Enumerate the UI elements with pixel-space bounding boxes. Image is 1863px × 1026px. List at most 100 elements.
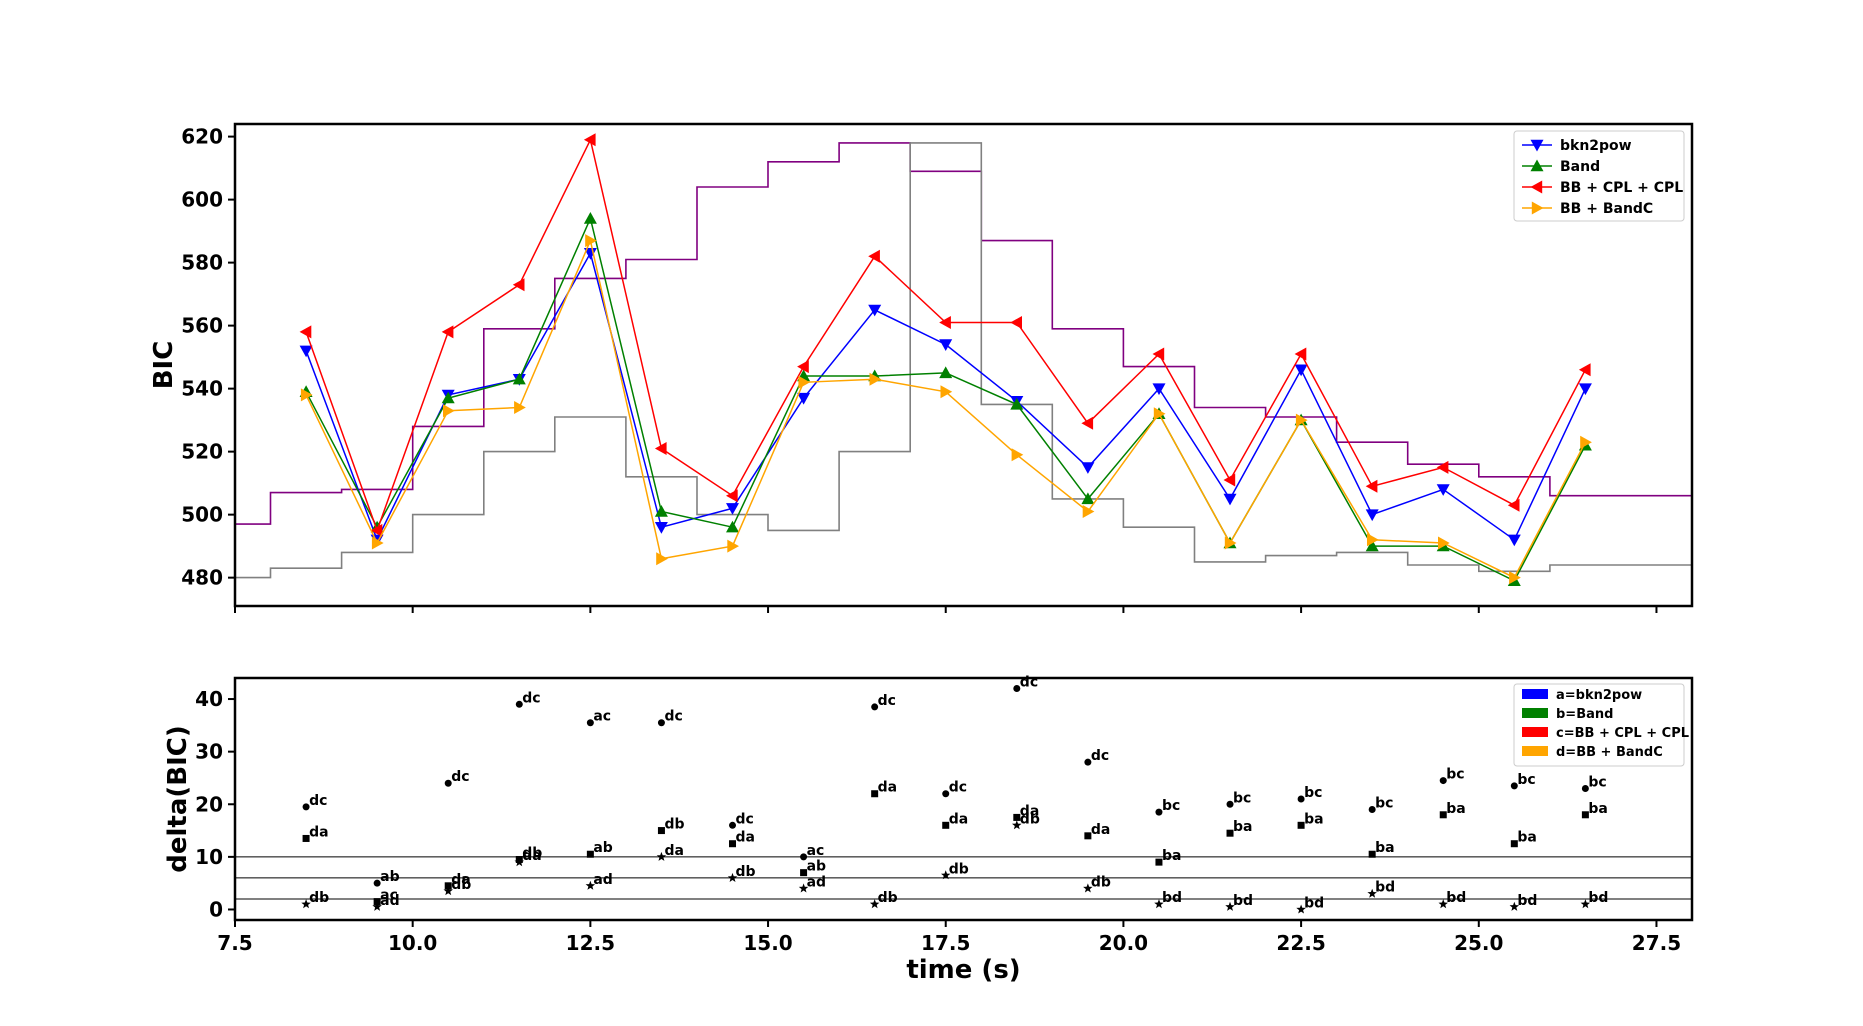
series-2-point bbox=[1010, 316, 1022, 329]
delta-point-label: da bbox=[949, 811, 968, 827]
delta-point-square bbox=[1368, 850, 1376, 858]
delta-point-label: bd bbox=[1588, 890, 1608, 906]
x-tick-label: 7.5 bbox=[217, 931, 252, 955]
legend-label: a=bkn2pow bbox=[1556, 688, 1642, 703]
delta-point-star bbox=[585, 880, 596, 890]
delta-point-label: ac bbox=[380, 888, 398, 904]
series-line-2 bbox=[305, 137, 1587, 533]
delta-point-label: da bbox=[309, 824, 328, 840]
delta-point-square bbox=[1510, 840, 1518, 848]
series-3-point bbox=[940, 385, 953, 399]
delta-point-star bbox=[514, 857, 524, 867]
x-tick-label: 22.5 bbox=[1276, 931, 1325, 955]
delta-point-star bbox=[1580, 899, 1591, 909]
delta-point-star bbox=[656, 851, 667, 861]
series-3-point bbox=[727, 539, 739, 553]
delta-point-label: dc bbox=[664, 709, 682, 725]
y-tick-label: 600 bbox=[181, 188, 223, 212]
delta-point-label: bc bbox=[1375, 796, 1393, 812]
delta-point-star bbox=[1367, 888, 1377, 898]
x-axis-title: time (s) bbox=[906, 955, 1020, 985]
y-tick-label: 0 bbox=[209, 897, 223, 921]
y-tick-label: 580 bbox=[181, 251, 223, 275]
legend-marker bbox=[1530, 180, 1543, 194]
legend-swatch bbox=[1522, 689, 1548, 699]
series-0-point bbox=[654, 522, 668, 534]
delta-point-circle bbox=[871, 703, 879, 711]
series-3-point bbox=[1438, 536, 1450, 550]
series-3-point bbox=[798, 375, 811, 389]
series-0-point bbox=[583, 248, 597, 260]
delta-point-square bbox=[373, 898, 381, 906]
y-tick-label: 620 bbox=[181, 125, 223, 149]
delta-point-label: dc bbox=[878, 693, 896, 709]
series-3-point bbox=[585, 234, 597, 248]
series-2-point bbox=[512, 278, 525, 292]
delta-point-star bbox=[1509, 901, 1520, 911]
delta-point-label: dc bbox=[949, 780, 967, 796]
y-tick-label: 540 bbox=[181, 377, 223, 401]
x-tick-label: 20.0 bbox=[1099, 931, 1148, 955]
x-tick-label: 17.5 bbox=[921, 931, 970, 955]
delta-point-circle bbox=[586, 719, 594, 727]
delta-point-label: ab bbox=[593, 840, 612, 856]
bic-panel: 480 500 520 540 560 580 600 620 BIC bkn2pow Band BB… bbox=[149, 122, 1694, 613]
delta-point-label: bc bbox=[1446, 767, 1464, 783]
delta-point-square bbox=[800, 869, 808, 877]
delta-point-square bbox=[729, 840, 737, 848]
delta-point-label: bd bbox=[1446, 890, 1466, 906]
series-2-point bbox=[299, 325, 312, 339]
legend-label: c=BB + CPL + CPL bbox=[1556, 726, 1689, 741]
series-2-point bbox=[1223, 473, 1236, 487]
legend-label: BB + CPL + CPL bbox=[1560, 180, 1683, 196]
delta-point-square bbox=[1226, 829, 1234, 837]
legend-marker bbox=[1530, 159, 1544, 172]
delta-point-label: db bbox=[309, 890, 329, 906]
series-3-point bbox=[1295, 413, 1308, 427]
series-0-point bbox=[726, 503, 739, 515]
y-tick-label: 10 bbox=[195, 845, 223, 869]
delta-point-star bbox=[1083, 883, 1093, 893]
delta-point-circle bbox=[444, 779, 452, 787]
delta-point-star bbox=[443, 886, 453, 896]
delta-point-label: bd bbox=[1162, 890, 1182, 906]
series-0-point bbox=[1365, 509, 1379, 522]
delta-point-label: ad bbox=[807, 874, 826, 890]
series-3-point bbox=[1224, 536, 1237, 550]
series-0-point bbox=[797, 392, 811, 405]
delta-point-circle bbox=[1084, 758, 1092, 766]
delta-point-star bbox=[1225, 901, 1235, 911]
step-line-1 bbox=[235, 142, 1693, 579]
delta-point-label: bc bbox=[1162, 798, 1180, 814]
delta-point-star bbox=[1438, 899, 1448, 909]
y-tick-label: 520 bbox=[181, 440, 223, 464]
series-1-point bbox=[512, 372, 526, 385]
delta-point-square bbox=[1084, 832, 1092, 840]
delta-point-star bbox=[1154, 899, 1164, 909]
series-3-point bbox=[656, 552, 668, 566]
delta-point-label: ab bbox=[380, 869, 399, 885]
delta-point-label: db bbox=[664, 817, 684, 833]
delta-point-label: ba bbox=[1446, 801, 1465, 817]
delta-point-circle bbox=[729, 821, 737, 829]
series-2-point bbox=[1152, 347, 1165, 361]
series-2-point bbox=[583, 133, 596, 147]
series-3-point bbox=[1509, 571, 1521, 585]
delta-point-circle bbox=[302, 803, 310, 811]
legend-label: d=BB + BandC bbox=[1556, 745, 1663, 760]
series-3-point bbox=[300, 388, 313, 402]
series-2-point bbox=[370, 523, 383, 537]
y-tick-label: 480 bbox=[181, 566, 223, 590]
delta-point-circle bbox=[942, 790, 950, 798]
series-0-point bbox=[1081, 462, 1095, 474]
x-tick-label: 12.5 bbox=[566, 931, 615, 955]
delta-point-label: da bbox=[1020, 803, 1039, 819]
y-tick-label: 560 bbox=[181, 314, 223, 338]
x-tick-label: 15.0 bbox=[743, 931, 792, 955]
delta-point-square bbox=[444, 882, 452, 890]
legend-swatch bbox=[1522, 708, 1548, 718]
series-3-point bbox=[371, 536, 384, 550]
delta-point-circle bbox=[1155, 808, 1163, 816]
delta-point-label: db bbox=[1091, 874, 1111, 890]
